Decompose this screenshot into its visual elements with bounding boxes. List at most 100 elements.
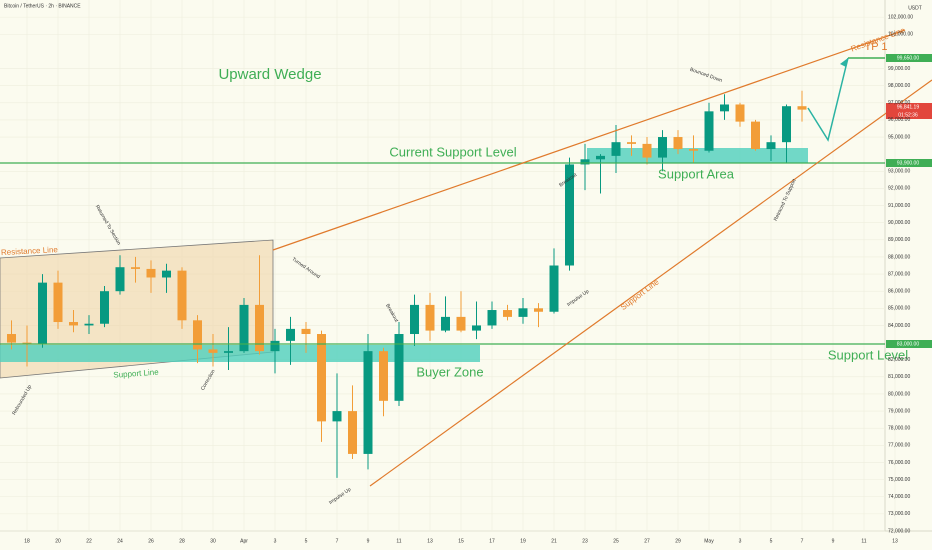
- y-tick-label: 96,000.00: [888, 117, 910, 123]
- label: Current Support Level: [389, 144, 516, 159]
- candle-body: [348, 411, 357, 454]
- candle-body: [658, 137, 667, 158]
- x-tick-label: 20: [55, 538, 61, 544]
- x-tick-label: 21: [551, 538, 557, 544]
- y-tick-label: 101,000.00: [888, 32, 913, 38]
- x-tick-label: 9: [367, 538, 370, 544]
- y-tick-label: 87,000.00: [888, 271, 910, 277]
- label: Resistance Line: [1, 245, 59, 257]
- y-tick-label: 78,000.00: [888, 426, 910, 432]
- candle-body: [766, 142, 776, 150]
- x-tick-label: 19: [520, 538, 526, 544]
- x-tick-label: 22: [86, 538, 92, 544]
- y-tick-label: 75,000.00: [888, 477, 910, 483]
- candle-body: [115, 267, 125, 292]
- candle-body: [596, 155, 605, 160]
- candle-body: [270, 340, 280, 352]
- x-tick-label: 13: [427, 538, 433, 544]
- price-label: 93,900.00: [897, 160, 919, 166]
- candle-body: [472, 325, 481, 331]
- x-tick-label: 7: [801, 538, 804, 544]
- y-tick-label: 85,000.00: [888, 306, 910, 312]
- candle-body: [69, 322, 78, 326]
- y-tick-label: 102,000.00: [888, 14, 913, 20]
- x-tick-label: 18: [24, 538, 30, 544]
- y-tick-label: 76,000.00: [888, 460, 910, 466]
- price-label: 01:52:36: [898, 112, 918, 118]
- x-tick-label: 24: [117, 538, 123, 544]
- candle-body: [301, 328, 311, 335]
- x-tick-label: 27: [644, 538, 650, 544]
- candle-body: [208, 349, 218, 353]
- price-label: 96,841.19: [897, 104, 919, 110]
- candle-body: [580, 159, 590, 165]
- label: TP 1: [864, 41, 887, 53]
- candle-body: [394, 334, 404, 401]
- candle-body: [642, 143, 652, 158]
- y-tick-label: 81,000.00: [888, 374, 910, 380]
- y-tick-label: 92,000.00: [888, 186, 910, 192]
- x-tick-label: 30: [210, 538, 216, 544]
- x-tick-label: 29: [675, 538, 681, 544]
- x-tick-label: 25: [613, 538, 619, 544]
- candle-body: [487, 310, 497, 326]
- x-tick-label: 11: [861, 538, 866, 544]
- candle-body: [518, 308, 528, 317]
- header: Bitcoin / TetherUS · 2h · BINANCE: [4, 3, 81, 9]
- candle-body: [441, 316, 450, 331]
- price-tag: [886, 54, 932, 62]
- y-tick-label: 79,000.00: [888, 408, 910, 414]
- candle-body: [673, 137, 683, 150]
- x-tick-label: 11: [396, 538, 401, 544]
- x-tick-label: 23: [582, 538, 588, 544]
- candle-body: [239, 304, 249, 352]
- label: Support Line: [113, 368, 159, 380]
- candle-body: [38, 282, 47, 345]
- y-tick-label: 88,000.00: [888, 254, 910, 260]
- candle-body: [162, 270, 171, 278]
- label: Buyer Zone: [416, 364, 483, 379]
- projection: [807, 57, 849, 142]
- x-tick-label: 28: [179, 538, 185, 544]
- y-tick-label: 97,000.00: [888, 100, 910, 106]
- candle-body: [611, 142, 621, 156]
- y-tick-label: 98,000.00: [888, 83, 910, 89]
- price-tag: [886, 111, 932, 119]
- price-label: 99,650.00: [897, 55, 919, 61]
- y-tick-label: 95,000.00: [888, 134, 910, 140]
- candle-body: [425, 304, 435, 331]
- y-tick-label: 99,000.00: [888, 66, 910, 72]
- y-tick-label: 84,000.00: [888, 323, 910, 329]
- x-tick-label: 26: [148, 538, 154, 544]
- x-tick-label: 5: [305, 538, 308, 544]
- y-tick-label: 91,000.00: [888, 203, 910, 209]
- label: Support Level: [828, 347, 908, 362]
- label: Upward Wedge: [218, 66, 321, 83]
- x-tick-label: 7: [336, 538, 339, 544]
- candle-body: [549, 265, 559, 312]
- candle-body: [565, 164, 574, 266]
- y-tick-label: 89,000.00: [888, 237, 910, 243]
- candle-body: [379, 351, 388, 401]
- candle-body: [720, 104, 729, 112]
- price-label: 83,000.00: [897, 341, 919, 347]
- candle-body: [53, 282, 63, 323]
- candle-body: [317, 334, 326, 422]
- y-tick-label: 90,000.00: [888, 220, 910, 226]
- support-area: [587, 148, 808, 163]
- candle-body: [255, 304, 264, 352]
- candle-body: [410, 304, 419, 335]
- x-tick-label: 5: [770, 538, 773, 544]
- price-tag: [886, 103, 932, 111]
- buyer-zone: [0, 345, 480, 362]
- x-tick-label: 9: [832, 538, 835, 544]
- candle-body: [363, 351, 373, 454]
- candle-body: [332, 411, 342, 422]
- candle-body: [193, 320, 202, 350]
- wedge-line: [369, 79, 932, 487]
- candle-body: [782, 106, 791, 143]
- y-tick-label: 86,000.00: [888, 289, 910, 295]
- y-tick-label: 77,000.00: [888, 443, 910, 449]
- x-tick-label: 15: [458, 538, 464, 544]
